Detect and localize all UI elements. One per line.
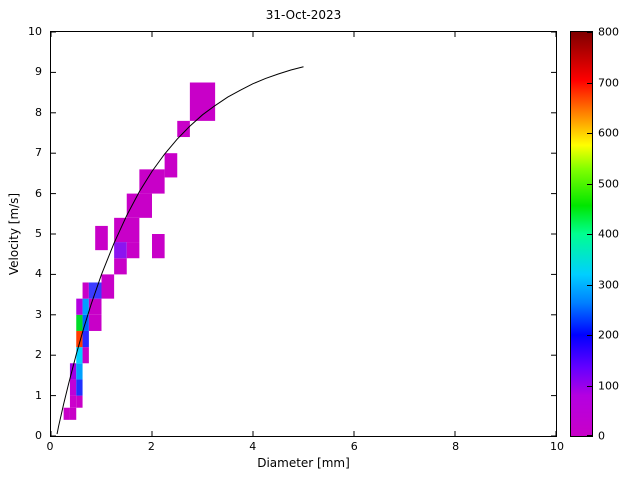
colorbar-tick-label: 100 (598, 379, 619, 392)
colorbar-tick-mark (587, 335, 592, 336)
colorbar-tick-label: 300 (598, 278, 619, 291)
x-tick-label: 10 (550, 440, 564, 453)
x-tick-label: 0 (46, 440, 54, 453)
heatmap-cell (126, 193, 152, 218)
heatmap-cell (101, 274, 115, 299)
chart-title: 31-Oct-2023 (265, 8, 342, 22)
y-tick-label: 9 (35, 65, 42, 79)
colorbar-tick-label: 400 (598, 227, 619, 241)
colorbar-tick-label: 700 (598, 76, 619, 89)
heatmap-cell (69, 407, 77, 420)
y-tick-label: 1 (35, 388, 42, 402)
heatmap-cell (76, 298, 83, 315)
heatmap-cell (114, 242, 127, 259)
y-tick-label: 2 (35, 348, 42, 362)
heatmap-cell (152, 169, 165, 194)
heatmap-cell (152, 234, 165, 259)
x-tick-label: 4 (249, 440, 257, 453)
heatmap-cell (69, 363, 77, 380)
heatmap-cell (126, 242, 140, 259)
heatmap-cell (95, 225, 108, 251)
heatmap-cell (69, 395, 77, 408)
terminal-velocity-curve (56, 66, 304, 435)
heatmap-cell (114, 258, 127, 275)
y-tick-label: 4 (35, 267, 42, 281)
heatmap-cell (76, 363, 83, 380)
plot-area (50, 31, 557, 437)
colorbar-tick-mark (587, 133, 592, 134)
heatmap-cell (88, 314, 102, 331)
colorbar-tick-mark (587, 284, 592, 286)
colorbar-tick-label: 0 (598, 429, 605, 443)
heatmap-cell (76, 379, 83, 396)
x-tick-label: 2 (147, 440, 155, 453)
x-axis-label: Diameter [mm] (257, 456, 350, 470)
x-tick-label: 8 (452, 440, 460, 453)
heatmap-cell (88, 282, 102, 299)
heatmap-cell (164, 153, 178, 178)
colorbar-tick-mark (587, 234, 592, 235)
heatmap-cell (76, 395, 83, 408)
heatmap-cell (82, 298, 89, 315)
colorbar-tick-label: 200 (598, 328, 619, 342)
y-tick-label: 5 (35, 227, 42, 240)
y-tick-label: 6 (35, 186, 42, 200)
y-tick-label: 7 (35, 146, 42, 160)
y-tick-label: 10 (28, 25, 42, 38)
colorbar-tick-label: 500 (598, 177, 619, 190)
heatmap-cell (63, 407, 70, 420)
colorbar-tick-mark (587, 183, 592, 185)
heatmap-cell (69, 379, 77, 396)
heatmap-cell (82, 347, 89, 364)
colorbar-tick-label: 600 (598, 126, 619, 140)
heatmap-cell (114, 217, 140, 243)
y-tick-label: 0 (35, 429, 42, 442)
colorbar (570, 31, 593, 437)
colorbar-tick-mark (587, 435, 592, 436)
heatmap-cell (76, 330, 83, 348)
heatmap-cell (82, 282, 89, 299)
y-tick-label: 8 (35, 105, 42, 119)
heatmap-cell (76, 347, 83, 364)
colorbar-tick-mark (587, 385, 592, 387)
colorbar-tick-label: 800 (598, 25, 619, 39)
colorbar-tick-mark (587, 32, 592, 33)
heatmap-canvas (51, 32, 556, 436)
heatmap-cell (82, 330, 89, 348)
y-tick-label: 3 (35, 307, 42, 321)
heatmap-cell (76, 314, 83, 331)
heatmap-cell (177, 120, 190, 138)
x-tick-label: 6 (350, 440, 358, 453)
colorbar-tick-mark (587, 82, 592, 84)
